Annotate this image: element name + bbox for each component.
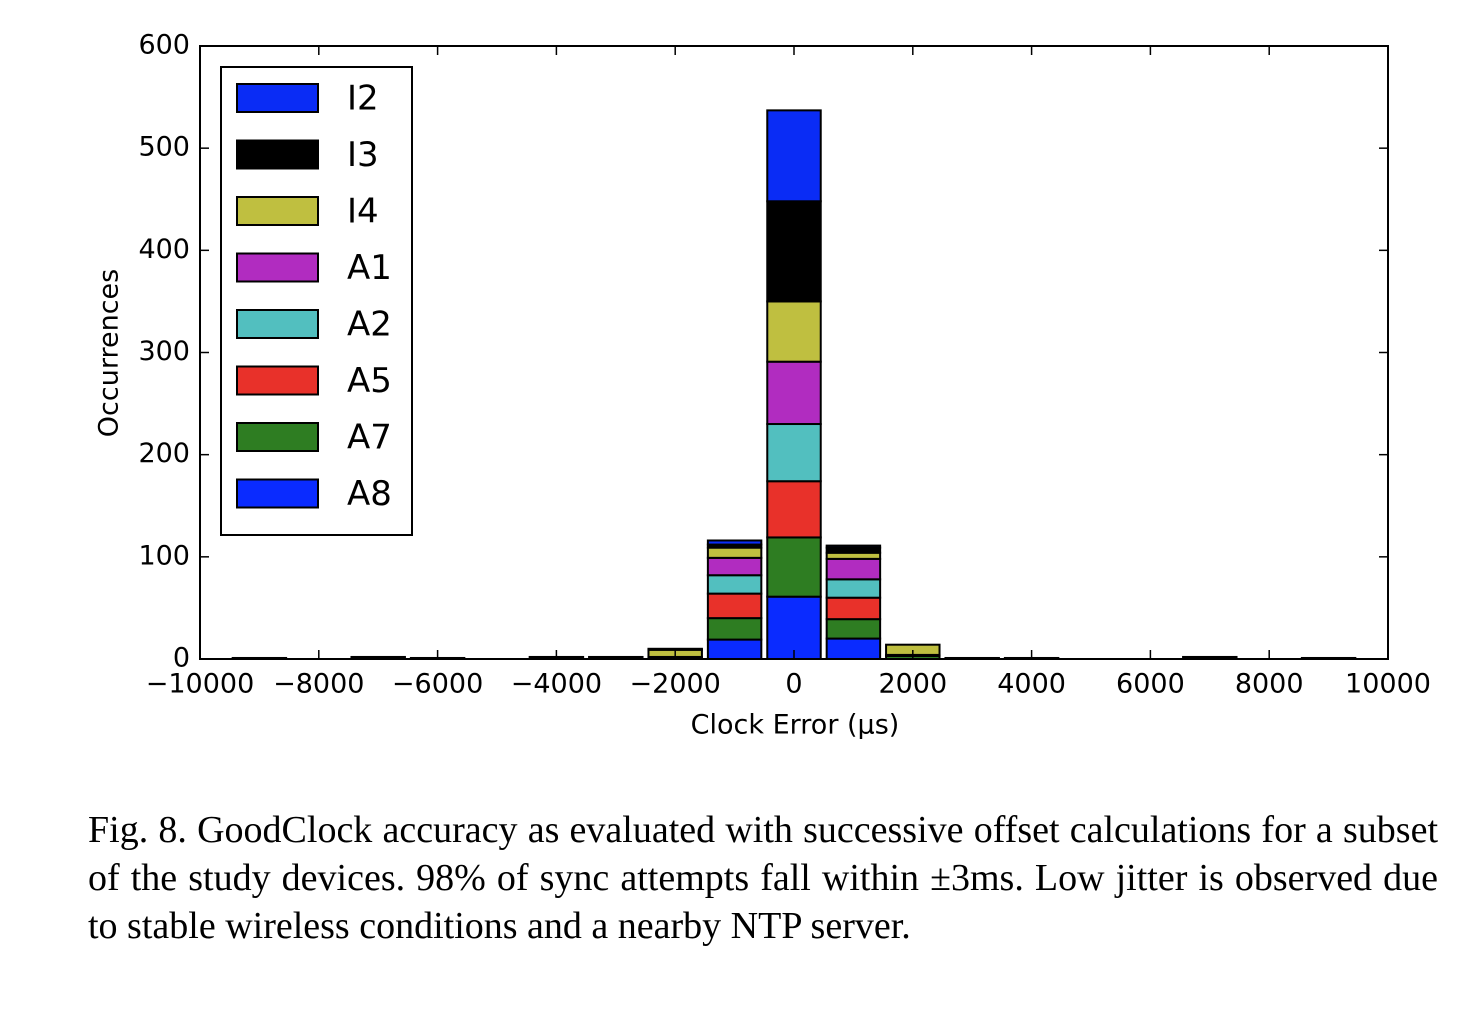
bar-segment [825, 637, 882, 660]
x-tick-label: −4000 [511, 669, 602, 700]
legend-label: A5 [347, 361, 392, 401]
legend-swatch [236, 196, 319, 226]
legend-label: A2 [347, 305, 392, 345]
x-tick-label: 6000 [1116, 669, 1185, 700]
y-tick-label: 100 [138, 540, 190, 571]
x-tick-label: 4000 [997, 669, 1066, 700]
bar-segment [825, 596, 882, 621]
y-tick-label: 0 [173, 643, 190, 674]
y-tick-label: 300 [138, 336, 190, 367]
legend-swatch [236, 252, 319, 283]
legend-label: A1 [347, 248, 392, 288]
y-tick-label: 500 [138, 132, 190, 163]
bar-segment [647, 647, 703, 651]
bar-segment [766, 536, 822, 598]
bar-segment [825, 557, 882, 581]
legend-swatch [236, 309, 319, 339]
legend-swatch [236, 139, 319, 170]
legend-label: I4 [347, 192, 379, 232]
legend-swatch [236, 83, 319, 113]
bar-segment [825, 618, 882, 640]
bar-segment [766, 595, 822, 661]
bar-segment [706, 638, 763, 660]
bar-segment [706, 574, 763, 595]
bar-segment [766, 480, 822, 539]
y-tick-label: 600 [138, 30, 190, 61]
x-axis-label: Clock Error (μs) [691, 710, 900, 741]
legend-label: I3 [347, 135, 379, 175]
legend-box [220, 66, 413, 536]
legend-label: I2 [347, 79, 379, 119]
bar-segment [706, 539, 763, 546]
legend-swatch [236, 422, 319, 452]
bar-segment [706, 556, 763, 577]
bar-segment [706, 617, 763, 641]
legend-swatch [236, 365, 319, 396]
x-tick-label: −10000 [146, 669, 255, 700]
bar-segment [825, 578, 882, 599]
bar-segment [706, 592, 763, 620]
x-tick-label: 8000 [1235, 669, 1304, 700]
bar-segment [766, 300, 822, 363]
x-tick-label: 2000 [878, 669, 947, 700]
legend-label: A7 [347, 418, 392, 458]
chart: Clock Error (μs) Occurrences −10000 −8000… [94, 30, 1431, 741]
legend-swatch [236, 478, 319, 509]
x-tick-label: −6000 [392, 669, 483, 700]
bar-segment [706, 546, 763, 559]
bar-segment [766, 109, 822, 203]
bar-segment [766, 200, 822, 303]
y-tick-label: 400 [138, 234, 190, 265]
legend-label: A8 [347, 474, 392, 514]
caption: Fig. 8. GoodClock accuracy as evaluated … [88, 809, 1438, 947]
bar-segment [766, 360, 822, 426]
bar-segment [766, 423, 822, 483]
x-tick-label: −8000 [273, 669, 364, 700]
x-tick-label: 0 [785, 669, 802, 700]
bar-segment [825, 544, 882, 549]
y-axis-label: Occurrences [94, 269, 125, 437]
y-tick-label: 200 [138, 438, 190, 469]
x-tick-label: 10000 [1345, 669, 1431, 700]
x-tick-label: −2000 [630, 669, 721, 700]
